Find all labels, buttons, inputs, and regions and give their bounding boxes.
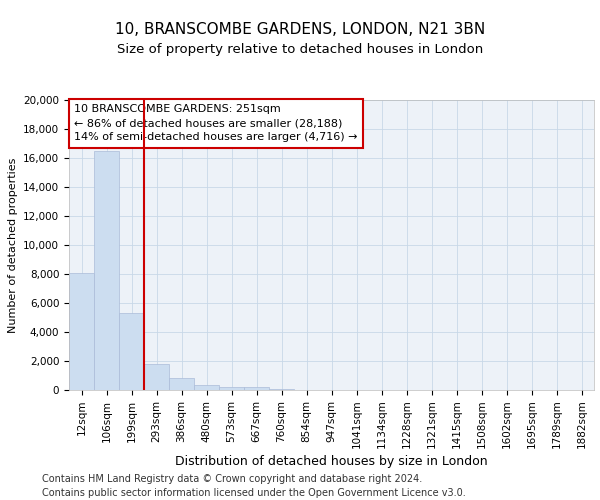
Text: 10, BRANSCOMBE GARDENS, LONDON, N21 3BN: 10, BRANSCOMBE GARDENS, LONDON, N21 3BN — [115, 22, 485, 38]
Bar — [269, 388, 294, 390]
Bar — [119, 313, 144, 390]
Text: Size of property relative to detached houses in London: Size of property relative to detached ho… — [117, 42, 483, 56]
Text: Contains HM Land Registry data © Crown copyright and database right 2024.
Contai: Contains HM Land Registry data © Crown c… — [42, 474, 466, 498]
X-axis label: Distribution of detached houses by size in London: Distribution of detached houses by size … — [175, 456, 488, 468]
Bar — [69, 274, 94, 390]
Bar — [144, 364, 169, 390]
Bar — [244, 387, 269, 390]
Bar — [169, 378, 194, 390]
Y-axis label: Number of detached properties: Number of detached properties — [8, 158, 17, 332]
Bar — [219, 387, 244, 390]
Bar — [194, 385, 219, 390]
Bar — [94, 151, 119, 390]
Text: 10 BRANSCOMBE GARDENS: 251sqm
← 86% of detached houses are smaller (28,188)
14% : 10 BRANSCOMBE GARDENS: 251sqm ← 86% of d… — [74, 104, 358, 142]
